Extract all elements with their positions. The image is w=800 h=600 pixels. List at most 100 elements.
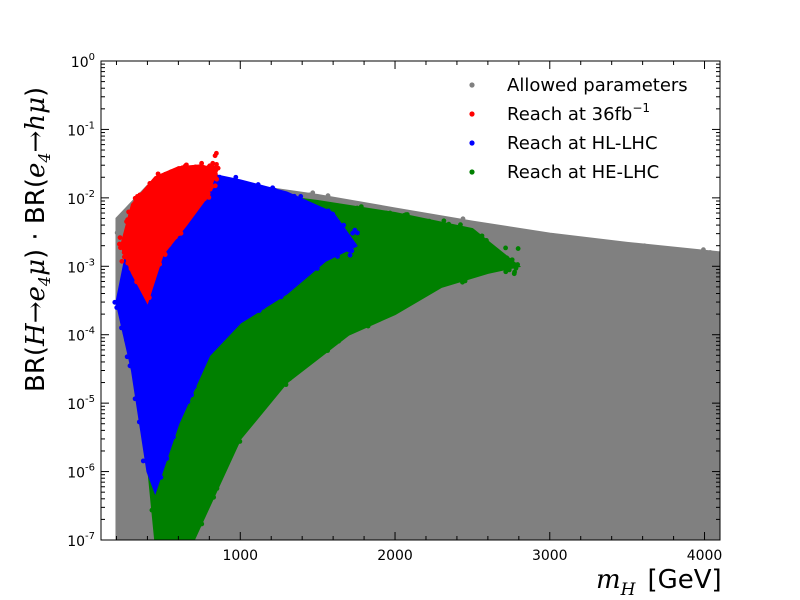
- data-point: [265, 188, 271, 193]
- data-point: [271, 195, 277, 201]
- data-point: [642, 529, 648, 535]
- data-point: [139, 393, 145, 399]
- data-point: [373, 317, 379, 323]
- data-point: [216, 262, 222, 268]
- data-point: [263, 195, 269, 200]
- data-point: [185, 389, 191, 395]
- data-point: [248, 295, 254, 301]
- data-point: [346, 210, 352, 216]
- data-point: [222, 324, 227, 330]
- y-tick-label: 10-2: [67, 189, 95, 208]
- data-point: [128, 266, 134, 272]
- data-point: [133, 243, 138, 249]
- data-point: [204, 231, 210, 237]
- data-point: [309, 246, 315, 252]
- data-point: [155, 171, 161, 177]
- data-point: [287, 456, 293, 462]
- data-point: [377, 213, 383, 219]
- data-point: [328, 407, 333, 412]
- data-point: [260, 282, 266, 288]
- data-point: [456, 254, 462, 260]
- data-point: [114, 305, 120, 310]
- data-point: [405, 224, 411, 230]
- data-point: [214, 539, 216, 540]
- data-point: [335, 203, 341, 209]
- y-axis-label: BR(H→e4μ) · BR(e4→hμ): [21, 87, 54, 392]
- data-point: [283, 382, 289, 388]
- data-point: [124, 427, 129, 432]
- data-point: [501, 239, 507, 244]
- data-point: [128, 275, 134, 280]
- data-point: [187, 378, 193, 384]
- data-point: [344, 216, 350, 222]
- data-point: [490, 531, 496, 537]
- data-point: [124, 354, 130, 360]
- data-point: [258, 288, 264, 294]
- data-point: [155, 252, 161, 258]
- data-point: [493, 254, 499, 259]
- data-point: [259, 402, 265, 408]
- data-point: [287, 193, 293, 199]
- data-point: [252, 404, 258, 410]
- data-point: [325, 525, 331, 531]
- data-point: [479, 233, 485, 239]
- data-point: [509, 258, 514, 264]
- data-point: [132, 239, 138, 245]
- data-point: [198, 418, 203, 424]
- data-point: [179, 400, 185, 406]
- data-point: [542, 535, 547, 540]
- data-point: [366, 216, 372, 221]
- x-tick-label: 3000: [532, 548, 568, 564]
- data-point: [158, 174, 164, 180]
- data-point: [504, 255, 510, 261]
- legend-marker: [469, 111, 475, 117]
- data-point: [132, 484, 138, 490]
- y-tick-label: 10-1: [67, 120, 95, 139]
- data-point: [199, 348, 205, 353]
- data-point: [188, 197, 193, 203]
- data-point: [157, 179, 163, 185]
- data-point: [144, 278, 150, 284]
- data-point: [201, 351, 206, 357]
- data-point: [368, 270, 374, 276]
- data-point: [168, 514, 174, 520]
- data-point: [342, 241, 348, 247]
- x-tick-label: 4000: [687, 548, 723, 564]
- data-point: [301, 259, 307, 265]
- data-point: [338, 465, 344, 471]
- data-point: [316, 337, 322, 343]
- data-point: [621, 247, 627, 253]
- data-point: [507, 240, 513, 246]
- data-point: [183, 215, 189, 221]
- data-point: [155, 208, 161, 213]
- data-point: [280, 528, 285, 534]
- data-point: [384, 234, 389, 239]
- data-point: [287, 275, 293, 280]
- data-point: [162, 529, 168, 534]
- data-point: [364, 536, 370, 540]
- data-point: [478, 481, 484, 487]
- data-point: [608, 532, 614, 538]
- data-point: [259, 393, 265, 399]
- data-point: [156, 535, 162, 540]
- data-point: [132, 396, 138, 402]
- data-point: [146, 185, 152, 191]
- data-point: [272, 189, 278, 194]
- legend-entry: Reach at HL-LHC: [507, 133, 658, 154]
- data-point: [684, 520, 689, 525]
- data-point: [672, 532, 678, 538]
- data-point: [197, 367, 202, 372]
- data-point: [123, 242, 129, 248]
- data-point: [270, 284, 276, 290]
- data-point: [475, 262, 480, 268]
- data-point: [297, 515, 303, 521]
- data-point: [157, 239, 163, 245]
- data-point: [144, 459, 150, 465]
- data-point: [244, 425, 250, 431]
- data-point: [173, 419, 179, 425]
- data-point: [207, 245, 213, 250]
- data-point: [388, 220, 394, 226]
- data-point: [256, 228, 262, 234]
- data-point: [634, 259, 639, 265]
- series-reach-at-36fb: [117, 150, 221, 305]
